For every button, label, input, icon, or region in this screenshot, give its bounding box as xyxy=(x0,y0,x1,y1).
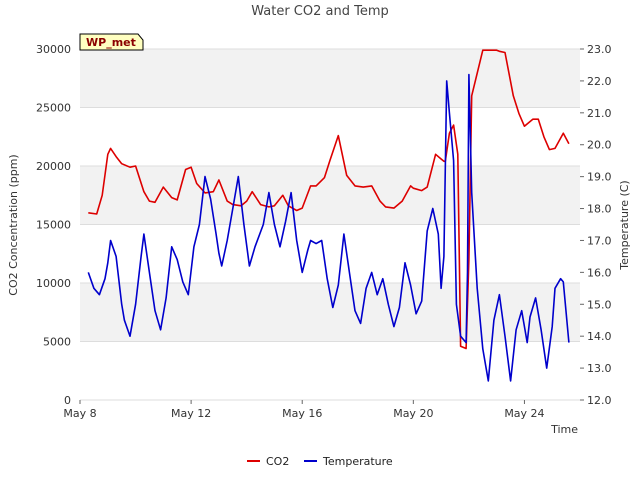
x-tick-label: May 20 xyxy=(393,407,433,420)
site-badge: WP_met xyxy=(79,33,144,51)
y-right-tick-label: 18.0 xyxy=(587,203,612,216)
y-left-tick-label: 25000 xyxy=(36,102,71,115)
y-right-tick-label: 22.0 xyxy=(587,75,612,88)
series-layer xyxy=(87,49,570,382)
y-right-tick-label: 17.0 xyxy=(587,234,612,247)
grid-band xyxy=(80,49,580,108)
y-right-axis-title: Temperature (C) xyxy=(618,180,631,270)
series-line-co2 xyxy=(88,49,570,350)
chart-title: Water CO2 and Temp xyxy=(251,4,389,19)
grid-band xyxy=(80,341,580,400)
y-left-tick-label: 20000 xyxy=(36,160,71,173)
x-tick-label: May 24 xyxy=(504,407,544,420)
grid-band xyxy=(80,166,580,225)
y-right-tick-label: 15.0 xyxy=(587,298,612,311)
y-right-tick-label: 14.0 xyxy=(587,330,612,343)
y-right-tick-label: 21.0 xyxy=(587,107,612,120)
y-left-tick-label: 0 xyxy=(64,394,71,407)
x-axis-title: Time xyxy=(550,423,578,436)
y-right-axis-ticks: 12.0 13.0 14.0 15.0 16.0 17.0 18.0 19.0 20.0 21.0… xyxy=(580,43,612,407)
x-tick-label: May 16 xyxy=(282,407,322,420)
legend: CO2 Temperature xyxy=(247,455,393,468)
y-right-tick-label: 23.0 xyxy=(587,43,612,56)
x-tick-label: May 12 xyxy=(171,407,211,420)
y-left-axis-ticks: 0 5000 10000 15000 20000 25000 30000 xyxy=(36,43,71,407)
y-right-tick-label: 16.0 xyxy=(587,266,612,279)
grid-band xyxy=(80,224,580,283)
y-right-tick-label: 12.0 xyxy=(587,394,612,407)
y-left-tick-label: 5000 xyxy=(43,336,71,349)
x-tick-label: May 8 xyxy=(63,407,96,420)
site-badge-label: WP_met xyxy=(86,36,136,49)
y-left-tick-label: 30000 xyxy=(36,43,71,56)
y-right-tick-label: 13.0 xyxy=(587,362,612,375)
site-badge-box xyxy=(79,33,144,51)
y-right-tick-label: 19.0 xyxy=(587,171,612,184)
y-left-tick-label: 10000 xyxy=(36,277,71,290)
series-line-temperature xyxy=(87,73,570,382)
gridlines xyxy=(80,48,580,401)
grid-bands xyxy=(80,49,580,400)
y-right-tick-label: 20.0 xyxy=(587,139,612,152)
grid-band xyxy=(80,107,580,166)
x-axis-ticks: May 8 May 12 May 16 May 20 May 24 xyxy=(63,400,545,420)
legend-label-temperature: Temperature xyxy=(322,455,393,468)
y-left-tick-label: 15000 xyxy=(36,219,71,232)
y-left-axis-title: CO2 Concentration (ppm) xyxy=(7,154,20,295)
legend-label-co2: CO2 xyxy=(266,455,289,468)
